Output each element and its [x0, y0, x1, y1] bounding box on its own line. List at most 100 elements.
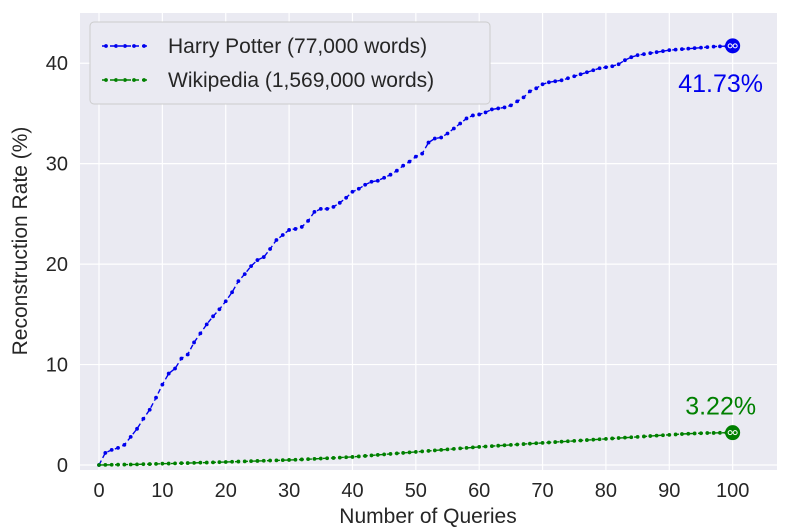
legend-box	[89, 21, 491, 105]
data-point	[489, 444, 494, 448]
data-point	[268, 247, 272, 251]
x-tick-label: 100	[716, 480, 749, 502]
data-point	[179, 356, 184, 361]
data-point	[344, 455, 349, 460]
data-point	[432, 136, 437, 141]
data-point	[122, 462, 127, 467]
data-point	[578, 72, 583, 77]
data-point	[705, 431, 710, 435]
data-point	[337, 455, 342, 460]
data-point	[274, 238, 279, 242]
data-point	[185, 461, 190, 465]
data-point	[369, 179, 374, 184]
data-point	[610, 64, 615, 69]
data-point	[521, 95, 526, 100]
data-point	[496, 443, 501, 448]
data-point	[407, 450, 412, 455]
data-point	[420, 151, 425, 156]
data-point	[686, 46, 691, 51]
data-point	[293, 227, 298, 231]
data-point	[350, 455, 355, 459]
legend-swatch-point	[104, 78, 108, 82]
data-point	[426, 140, 431, 145]
data-point	[496, 106, 501, 111]
data-point	[616, 62, 621, 67]
data-point	[223, 299, 228, 304]
data-point	[591, 437, 596, 442]
data-point	[331, 204, 336, 209]
data-point	[198, 460, 203, 465]
data-point	[356, 186, 361, 191]
data-point	[680, 47, 684, 52]
data-point	[527, 441, 532, 446]
data-point	[173, 366, 177, 371]
data-point	[255, 459, 260, 463]
data-point	[502, 443, 507, 448]
endpoint-marker-detail	[727, 430, 733, 436]
x-tick-label: 30	[278, 480, 300, 502]
data-point	[635, 434, 640, 439]
data-point	[407, 159, 412, 164]
data-point	[718, 44, 722, 49]
data-point	[635, 53, 640, 58]
data-point	[546, 80, 551, 85]
data-point	[464, 446, 469, 450]
data-point	[394, 168, 399, 173]
data-point	[401, 163, 406, 168]
data-point	[280, 458, 285, 463]
data-point	[648, 434, 653, 438]
data-point	[242, 459, 247, 464]
data-point	[141, 462, 146, 467]
data-point	[109, 448, 114, 452]
data-point	[299, 457, 304, 462]
y-axis-label: Reconstruction Rate (%)	[9, 127, 32, 356]
legend-label: Wikipedia (1,569,000 words)	[168, 69, 434, 92]
data-point	[489, 107, 494, 112]
data-point	[540, 440, 545, 445]
data-point	[261, 458, 266, 463]
data-point	[116, 446, 120, 450]
data-point	[508, 442, 513, 447]
data-point	[553, 440, 558, 444]
x-tick-label: 70	[531, 480, 553, 502]
data-point	[128, 434, 133, 439]
data-point	[692, 431, 697, 436]
data-point	[217, 460, 222, 465]
legend: Harry Potter (77,000 words) Wikipedia (1,…	[89, 21, 491, 105]
legend-swatch-point	[132, 44, 136, 48]
data-point	[160, 461, 165, 466]
data-point	[325, 206, 330, 211]
data-point	[147, 407, 152, 412]
data-point	[363, 454, 368, 458]
data-point	[667, 48, 672, 53]
x-tick-label: 50	[405, 480, 427, 502]
data-point	[401, 451, 406, 455]
data-point	[109, 462, 114, 467]
data-point	[306, 219, 311, 223]
data-point	[299, 225, 304, 229]
data-point	[591, 68, 596, 73]
data-point	[432, 448, 437, 453]
data-point	[604, 436, 608, 441]
legend-swatch-point	[142, 44, 146, 48]
data-point	[648, 51, 653, 56]
data-point	[211, 314, 215, 319]
data-point	[261, 255, 266, 259]
y-tick-labels: 0 10 20 30 40	[46, 53, 68, 477]
data-point	[515, 442, 520, 447]
data-point	[280, 233, 285, 237]
data-point	[369, 453, 374, 458]
data-point	[420, 449, 425, 454]
data-point	[654, 50, 659, 55]
data-point	[477, 444, 482, 449]
series-line-1	[98, 431, 733, 466]
y-tick-label: 0	[57, 455, 68, 477]
x-tick-labels: 0 10 20 30 40 50 60 70 80 90 100	[93, 480, 749, 502]
data-point	[711, 44, 716, 49]
legend-swatch-point	[123, 44, 127, 48]
data-point	[242, 272, 247, 277]
data-point	[141, 416, 146, 421]
x-tick-label: 60	[468, 480, 490, 502]
data-point	[318, 456, 323, 461]
data-point	[553, 79, 558, 84]
